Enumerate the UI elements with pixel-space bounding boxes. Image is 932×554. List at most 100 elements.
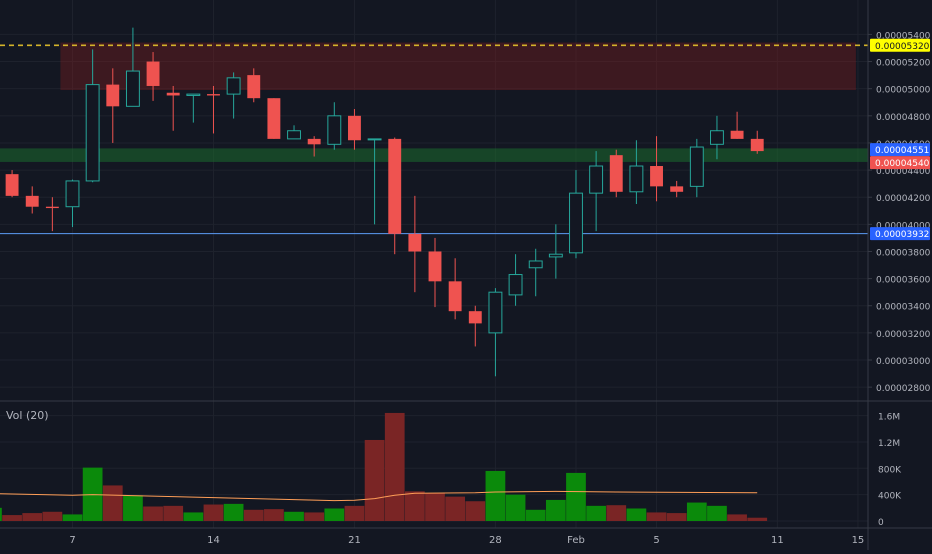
- price-tick-label: 0.00003800: [876, 248, 931, 258]
- candle-body: [25, 195, 39, 207]
- candle-body: [106, 84, 120, 107]
- candle-body: [287, 130, 301, 140]
- candle: [448, 258, 462, 320]
- price-tick-label: 0.00004400: [876, 167, 931, 177]
- volume-bar: [404, 491, 425, 521]
- candle-body: [548, 253, 563, 258]
- candle-body: [508, 274, 523, 296]
- volume-bar: [545, 499, 566, 521]
- candle: [125, 27, 140, 107]
- candle: [287, 125, 301, 140]
- candle-body: [125, 70, 140, 107]
- candle: [528, 248, 543, 297]
- volume-bar: [626, 508, 647, 521]
- volume-bar: [666, 513, 687, 521]
- volume-bar: [22, 513, 43, 521]
- candle-body: [226, 77, 241, 95]
- price-tick-label: 0.00004000: [876, 221, 931, 231]
- candle: [670, 180, 684, 198]
- time-tick-label: Feb: [567, 535, 585, 546]
- volume-bar: [324, 508, 345, 521]
- candle: [388, 137, 402, 255]
- candle: [45, 197, 59, 232]
- volume-bar: [304, 512, 325, 521]
- price-tick-label: 0.00004200: [876, 194, 931, 204]
- volume-bar: [586, 505, 606, 521]
- price-tick-label: 0.00005200: [876, 59, 931, 69]
- candle-body: [327, 115, 342, 145]
- price-badge[interactable]: 0.00004551: [870, 143, 930, 157]
- price-badge[interactable]: 0.00004540: [870, 156, 930, 170]
- volume-bar: [505, 494, 526, 521]
- price-tick-label: 0.00003200: [876, 330, 931, 340]
- candle: [569, 170, 583, 259]
- candle-body: [629, 165, 644, 193]
- volume-bar: [264, 509, 284, 521]
- candle-body: [488, 291, 503, 334]
- volume-bar: [525, 509, 546, 521]
- price-tick-label: 0.00003000: [876, 357, 931, 367]
- candle-body: [609, 155, 623, 192]
- candle: [307, 136, 321, 157]
- resistance-zone: [60, 42, 856, 91]
- volume-bar: [183, 512, 204, 521]
- candle: [508, 254, 523, 306]
- candle: [408, 195, 422, 293]
- candle: [548, 224, 563, 279]
- price-zones: [0, 42, 868, 162]
- price-tick-label: 0.00003600: [876, 276, 931, 286]
- candlestick-series: [5, 27, 764, 377]
- volume-bar: [646, 512, 667, 521]
- price-lines: [0, 44, 868, 235]
- candle-body: [589, 165, 604, 194]
- price-badge-bg: [870, 156, 930, 170]
- volume-bar: [727, 514, 747, 521]
- volume-tick-label: 400K: [878, 492, 902, 502]
- candle-body: [730, 130, 744, 139]
- volume-bar: [707, 505, 727, 521]
- volume-bar: [465, 501, 486, 521]
- candle-body: [468, 311, 482, 324]
- volume-bar: [0, 507, 2, 521]
- price-badge-bg: [870, 38, 930, 52]
- candle-body: [428, 251, 442, 282]
- candle-body: [247, 75, 261, 99]
- time-tick-label: 15: [852, 535, 865, 546]
- candle: [267, 98, 281, 139]
- time-tick-label: 14: [207, 535, 220, 546]
- candle: [468, 305, 482, 347]
- volume-bar: [686, 502, 707, 521]
- candle: [367, 138, 382, 225]
- volume-moving-average: [0, 490, 758, 502]
- candle-body: [367, 138, 382, 141]
- volume-tick-label: 1.2M: [878, 439, 900, 449]
- candle: [348, 109, 361, 150]
- candle: [488, 288, 503, 377]
- candle-body: [5, 174, 19, 196]
- volume-bar: [62, 514, 83, 521]
- price-badge-bg: [870, 143, 930, 157]
- price-tick-label: 0.00005400: [876, 31, 931, 41]
- candle: [730, 111, 744, 139]
- time-tick-label: 28: [489, 535, 502, 546]
- candle-body: [569, 192, 583, 254]
- price-badge-label: 0.00004540: [875, 159, 930, 169]
- candle: [166, 85, 180, 131]
- time-tick-label: 7: [69, 535, 75, 546]
- candle: [710, 115, 724, 160]
- volume-bar: [747, 517, 768, 521]
- price-tick-label: 0.00004800: [876, 113, 931, 123]
- candle: [689, 138, 704, 198]
- price-badge-label: 0.00005320: [875, 42, 930, 52]
- price-axis-labels: 0.00005320 0.00004551 0.00004540 0.00003932: [870, 38, 930, 241]
- price-badge[interactable]: 0.00005320: [870, 38, 930, 52]
- candle: [327, 102, 342, 150]
- price-badge[interactable]: 0.00003932: [870, 227, 930, 241]
- candle: [5, 170, 19, 198]
- candle-body: [388, 138, 402, 234]
- volume-bar: [425, 493, 445, 521]
- price-badge-label: 0.00004551: [875, 146, 929, 156]
